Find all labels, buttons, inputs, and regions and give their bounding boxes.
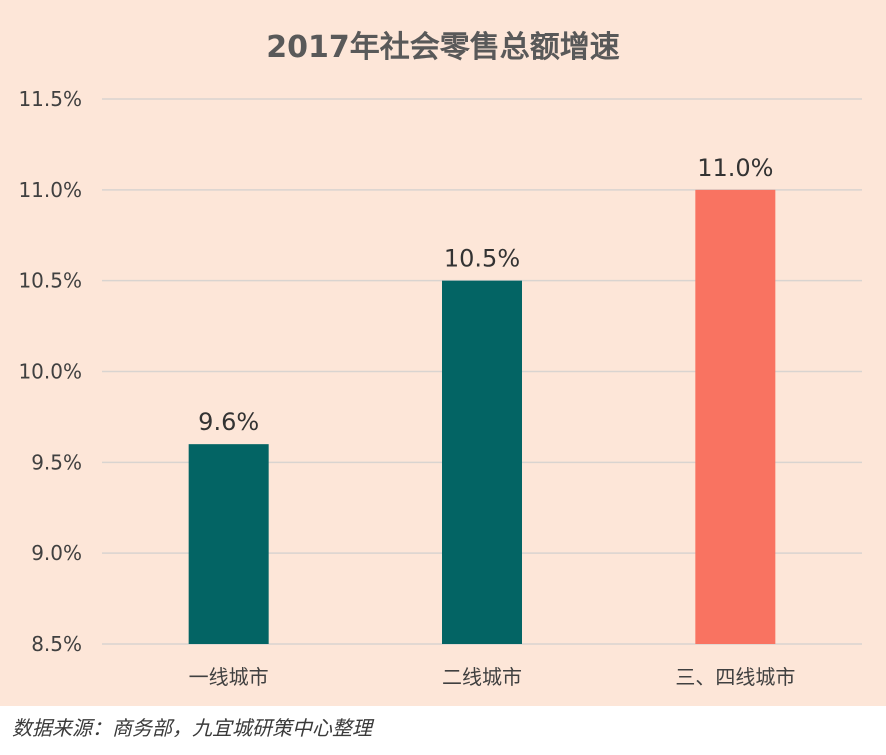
chart-panel: 2017年社会零售总额增速 8.5% 9.0% 9.5% 10.0% 10.5% 11.0… <box>0 0 886 706</box>
x-tick-label: 二线城市 <box>442 665 522 689</box>
data-label: 11.0% <box>697 154 773 182</box>
x-tick-label: 三、四线城市 <box>675 665 795 689</box>
x-axis-ticks: 一线城市 二线城市 三、四线城市 <box>189 665 796 689</box>
bar-3 <box>695 189 776 645</box>
data-label: 10.5% <box>444 245 520 273</box>
bar-1 <box>188 444 269 644</box>
y-tick-label: 9.0% <box>31 541 82 565</box>
y-tick-label: 11.5% <box>18 87 82 111</box>
bars <box>188 189 776 645</box>
y-axis-ticks: 8.5% 9.0% 9.5% 10.0% 10.5% 11.0% 11.5% <box>18 87 82 656</box>
y-tick-label: 8.5% <box>31 632 82 656</box>
bar-chart: 8.5% 9.0% 9.5% 10.0% 10.5% 11.0% 11.5% 9.6% 10.… <box>18 87 862 689</box>
chart-title: 2017年社会零售总额增速 <box>266 30 620 65</box>
y-tick-label: 10.0% <box>18 360 82 384</box>
y-tick-label: 11.0% <box>18 178 82 202</box>
y-tick-label: 10.5% <box>18 269 82 293</box>
data-labels: 9.6% 10.5% 11.0% <box>198 154 773 436</box>
bar-2 <box>442 280 522 644</box>
y-tick-label: 9.5% <box>31 450 82 474</box>
x-tick-label: 一线城市 <box>189 665 269 689</box>
source-note: 数据来源：商务部，九宜城研策中心整理 <box>12 716 372 740</box>
data-label: 9.6% <box>198 408 259 436</box>
